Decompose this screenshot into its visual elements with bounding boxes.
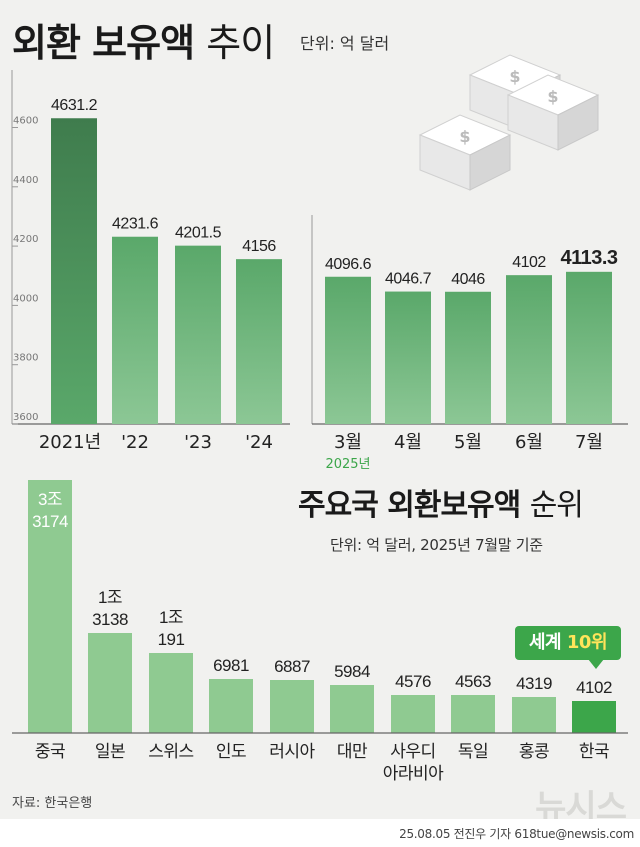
money-stack-front bbox=[557, 94, 599, 151]
page-title: 외환 보유액 추이 bbox=[12, 21, 275, 65]
y-tick-label: 3600 bbox=[13, 412, 38, 423]
bar-annual bbox=[175, 245, 221, 424]
y-tick-label: 4000 bbox=[13, 293, 38, 304]
y-tick-label: 4200 bbox=[13, 234, 38, 245]
x-tick-label: 한국 bbox=[579, 742, 609, 762]
x-tick-label: 3월 bbox=[334, 432, 362, 453]
bar-monthly bbox=[506, 275, 552, 424]
ranking-unit-label: 단위: 억 달러, 2025년 7월말 기준 bbox=[330, 536, 543, 554]
bar-ranking bbox=[209, 679, 253, 733]
value-label: 4631.2 bbox=[51, 97, 98, 114]
value-label: 4576 bbox=[395, 672, 431, 691]
value-label: 4102 bbox=[576, 678, 612, 697]
unit-label: 단위: 억 달러 bbox=[300, 34, 390, 53]
y-tick-label: 3800 bbox=[13, 353, 38, 364]
value-label: 4156 bbox=[242, 238, 276, 255]
value-label: 3174 bbox=[32, 512, 68, 531]
x-tick-label: 5월 bbox=[454, 432, 482, 453]
value-label: 6887 bbox=[274, 657, 310, 676]
value-label: 3조 bbox=[38, 490, 62, 509]
dollar-sign-icon: $ bbox=[509, 67, 520, 86]
value-label: 191 bbox=[158, 630, 185, 649]
value-label: 4113.3 bbox=[560, 247, 617, 269]
ranking-title: 주요국 외환보유액 순위 bbox=[298, 488, 584, 523]
dollar-sign-icon: $ bbox=[459, 127, 470, 146]
x-tick-label: 인도 bbox=[216, 742, 246, 762]
bar-annual bbox=[51, 118, 97, 424]
x-tick-label: 2021년 bbox=[39, 432, 101, 453]
x-tick-label: 중국 bbox=[35, 742, 65, 762]
byline: 25.08.05 전진우 기자 618tue@newsis.com bbox=[399, 827, 634, 841]
value-label: 4046.7 bbox=[385, 271, 432, 288]
world-rank-badge-tail bbox=[588, 659, 604, 669]
source-note: 자료: 한국은행 bbox=[12, 796, 93, 811]
x-tick-label: 6월 bbox=[515, 432, 543, 453]
value-label: 4102 bbox=[512, 254, 546, 271]
x-tick-label: 사우디 bbox=[390, 742, 435, 762]
value-label: 4563 bbox=[455, 672, 491, 691]
value-label: 4201.5 bbox=[175, 225, 222, 242]
bar-ranking bbox=[149, 653, 193, 733]
world-rank-badge: 세계 10위 bbox=[515, 626, 621, 660]
value-label: 4046 bbox=[451, 271, 485, 288]
x-tick-label: 대만 bbox=[337, 742, 368, 762]
footer-band bbox=[0, 819, 640, 847]
y-tick-label: 4600 bbox=[13, 116, 38, 127]
x-tick-label: 일본 bbox=[95, 742, 125, 762]
value-label: 4096.6 bbox=[325, 256, 372, 273]
bar-monthly bbox=[385, 291, 431, 424]
x-tick-label: 스위스 bbox=[148, 742, 193, 762]
value-label: 1조 bbox=[159, 608, 183, 627]
bar-ranking bbox=[88, 633, 132, 733]
value-label: 4319 bbox=[516, 674, 552, 693]
x-tick-label: '22 bbox=[121, 432, 149, 453]
value-label: 5984 bbox=[334, 662, 370, 681]
bar-ranking bbox=[330, 685, 374, 733]
bar-ranking bbox=[451, 695, 495, 733]
dollar-sign-icon: $ bbox=[547, 87, 558, 106]
x-tick-label: 아라비아 bbox=[383, 764, 444, 784]
bar-ranking bbox=[391, 695, 435, 733]
value-label: 6981 bbox=[213, 656, 249, 675]
money-stack-front bbox=[469, 134, 511, 191]
bar-ranking bbox=[572, 701, 616, 733]
y-tick-label: 4400 bbox=[13, 175, 38, 186]
x-tick-label: '24 bbox=[245, 432, 273, 453]
bar-ranking bbox=[28, 480, 72, 733]
x-tick-label: 홍콩 bbox=[519, 742, 549, 762]
x-tick-label: 4월 bbox=[394, 432, 422, 453]
value-label: 1조 bbox=[98, 588, 122, 607]
bar-ranking bbox=[270, 680, 314, 733]
bar-monthly bbox=[325, 276, 371, 424]
value-label: 3138 bbox=[92, 610, 128, 629]
bar-monthly bbox=[566, 271, 612, 424]
x-tick-label: '23 bbox=[184, 432, 212, 453]
value-label: 4231.6 bbox=[112, 216, 159, 233]
x-tick-label: 7월 bbox=[575, 432, 603, 453]
year-annotation: 2025년 bbox=[325, 457, 370, 472]
x-tick-label: 러시아 bbox=[269, 742, 315, 762]
x-tick-label: 독일 bbox=[458, 742, 488, 762]
bar-monthly bbox=[445, 291, 491, 424]
bar-annual bbox=[112, 236, 158, 424]
bar-ranking bbox=[512, 697, 556, 733]
bar-annual bbox=[236, 259, 282, 424]
